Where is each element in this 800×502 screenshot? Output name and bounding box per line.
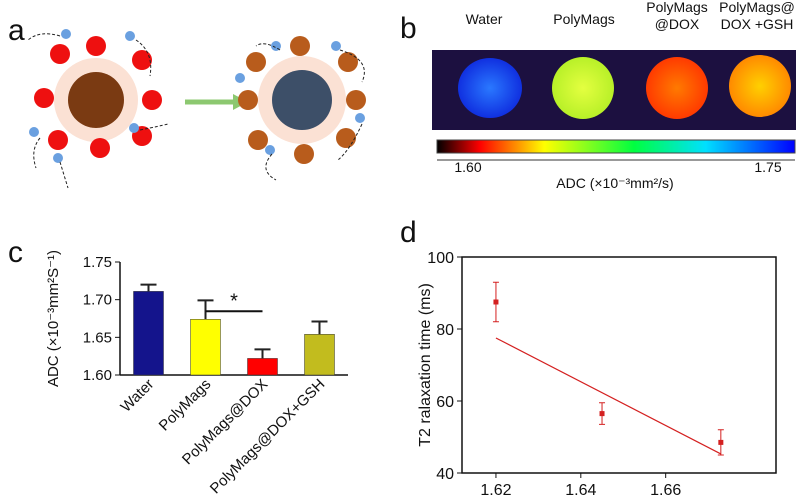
fit-line <box>495 337 722 455</box>
y-tick-label: 1.75 <box>83 254 112 271</box>
schematic <box>27 29 366 189</box>
mri-image <box>432 50 796 161</box>
image-label: Water <box>466 11 503 27</box>
y-tick-label: 1.60 <box>83 367 112 384</box>
panel-label: b <box>400 12 417 45</box>
bar <box>133 291 164 376</box>
colorbar-label: ADC (×10⁻³mm²/s) <box>556 175 673 191</box>
image-label-line: Water <box>466 11 503 27</box>
image-label: PolyMags@ DOX +GSH <box>719 0 795 32</box>
image-label-line: PolyMags <box>646 0 707 15</box>
image-label-line: PolyMags <box>553 11 614 27</box>
colorbar-max: 1.75 <box>754 159 781 175</box>
bar <box>190 319 221 376</box>
bar <box>304 334 335 376</box>
x-tick-label: PolyMags@DOX+GSH <box>207 376 329 497</box>
y-tick-label: 100 <box>427 250 454 267</box>
x-tick-label: PolyMags <box>156 376 215 435</box>
x-tick-label: 1.64 <box>565 482 596 497</box>
error-bar <box>311 320 328 335</box>
panel-label: d <box>400 216 417 249</box>
y-tick-label: 80 <box>436 322 454 339</box>
data-point <box>718 439 724 445</box>
x-tick-label: 1.62 <box>480 482 511 497</box>
image-label-line: PolyMags@ <box>719 0 795 15</box>
error-bar <box>140 283 157 292</box>
panel-label: c <box>8 236 23 269</box>
y-tick-label: 40 <box>436 466 454 483</box>
image-label: PolyMags @DOX <box>646 0 707 32</box>
x-tick-label: 1.66 <box>650 482 681 497</box>
panel-label: a <box>8 14 25 47</box>
image-label: PolyMags <box>553 11 614 27</box>
plot-frame <box>461 256 777 474</box>
error-bar <box>254 348 271 359</box>
y-tick-label: 60 <box>436 394 454 411</box>
image-label-line: DOX +GSH <box>721 16 794 32</box>
y-axis-label: T2 ralaxation time (ms) <box>417 283 434 447</box>
y-tick-label: 1.65 <box>83 329 112 346</box>
y-tick-label: 1.70 <box>83 292 112 309</box>
colorbar-min: 1.60 <box>454 159 481 175</box>
image-label-line: @DOX <box>655 16 700 32</box>
data-point <box>493 299 499 305</box>
bar <box>247 358 278 376</box>
significance-mark: * <box>230 290 238 312</box>
data-point <box>599 411 605 417</box>
x-tick-label: Water <box>117 376 157 416</box>
y-axis-label: ADC (×10⁻³mm²S⁻¹) <box>45 250 62 387</box>
error-bar <box>197 299 214 320</box>
